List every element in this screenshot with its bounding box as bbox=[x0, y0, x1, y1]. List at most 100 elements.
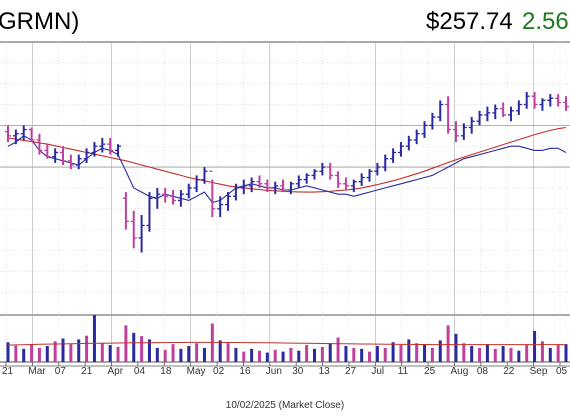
market-close-label: 10/02/2025 (Market Close) bbox=[225, 400, 345, 411]
volume-bar bbox=[234, 347, 238, 362]
volume-bar bbox=[540, 341, 544, 362]
volume-bar bbox=[493, 348, 497, 362]
volume-bar bbox=[564, 344, 568, 362]
volume-bar bbox=[328, 343, 332, 362]
volume-bar bbox=[195, 343, 199, 362]
volume-bar bbox=[430, 347, 434, 362]
volume-bar bbox=[525, 345, 529, 362]
volume-bar bbox=[360, 348, 364, 362]
volume-bar bbox=[281, 351, 285, 362]
volume-bar bbox=[116, 346, 120, 362]
x-tick-label: 04 bbox=[134, 366, 146, 377]
volume-bar bbox=[305, 345, 309, 362]
stock-chart: 21 Mar 07 21 Apr 04 18 May 02 16 Jun 30 13 27 Jul 11 25 A… bbox=[0, 41, 570, 377]
x-tick-label: 05 bbox=[556, 366, 568, 377]
x-tick-label: 30 bbox=[292, 366, 304, 377]
volume-bar bbox=[250, 348, 254, 362]
volume-bar bbox=[470, 346, 474, 362]
x-tick-label: May bbox=[187, 366, 206, 377]
volume-bar bbox=[454, 333, 458, 362]
x-tick-label: 02 bbox=[213, 366, 225, 377]
x-tick-label: 21 bbox=[2, 366, 14, 377]
volume-bar bbox=[85, 335, 89, 362]
volume-bar bbox=[147, 339, 151, 362]
volume-bar bbox=[124, 325, 128, 362]
volume-bar bbox=[517, 350, 521, 362]
volume-bar bbox=[163, 349, 167, 362]
volume-bar bbox=[45, 346, 49, 362]
volume-bar bbox=[265, 352, 269, 362]
volume-bar bbox=[218, 340, 222, 362]
volume-bar bbox=[14, 345, 18, 362]
volume-bar bbox=[132, 332, 136, 362]
volume-bar bbox=[100, 343, 104, 362]
volume-bar bbox=[37, 347, 41, 362]
x-tick-label: 16 bbox=[239, 366, 251, 377]
volume-bar bbox=[391, 342, 395, 362]
volume-bar bbox=[352, 347, 356, 362]
x-tick-label: 22 bbox=[503, 366, 515, 377]
volume-bar bbox=[92, 315, 96, 362]
relative-strength-line bbox=[7, 135, 567, 204]
volume-bar bbox=[226, 343, 230, 362]
volume-bar bbox=[202, 347, 206, 362]
volume-bar bbox=[297, 350, 301, 362]
last-price: $257.74 bbox=[426, 8, 513, 35]
volume-bar bbox=[187, 346, 191, 362]
volume-bar bbox=[171, 344, 175, 362]
x-tick-label: 18 bbox=[160, 366, 172, 377]
volume-bar bbox=[30, 344, 34, 362]
volume-bar bbox=[462, 343, 466, 362]
volume-bar bbox=[320, 346, 324, 362]
volume-bar bbox=[61, 338, 65, 362]
x-tick-label: Aug bbox=[450, 366, 468, 377]
x-tick-label: 08 bbox=[477, 366, 489, 377]
volume-bar bbox=[77, 339, 81, 362]
volume-bar bbox=[313, 348, 317, 362]
x-tick-label: Jul bbox=[371, 366, 384, 377]
x-tick-label: 25 bbox=[424, 366, 436, 377]
volume-bar bbox=[22, 348, 26, 362]
volume-bar bbox=[53, 341, 57, 362]
volume-bar bbox=[368, 351, 372, 362]
volume-bar bbox=[423, 344, 427, 362]
volume-bar bbox=[407, 339, 411, 362]
x-tick-label: Apr bbox=[108, 366, 124, 377]
ticker-symbol: GRMN) bbox=[0, 8, 80, 35]
price-change: 2.56 bbox=[522, 8, 569, 35]
volume-average-line bbox=[7, 341, 566, 346]
volume-bar bbox=[108, 345, 112, 362]
volume-bar bbox=[6, 342, 10, 362]
volume-bar bbox=[140, 336, 144, 362]
volume-bar bbox=[344, 346, 348, 362]
volume-bar bbox=[383, 347, 387, 362]
volume-bar bbox=[289, 347, 293, 362]
volume-bar bbox=[179, 348, 183, 362]
x-tick-label: 27 bbox=[345, 366, 357, 377]
volume-bar bbox=[501, 346, 505, 362]
x-tick-label: 13 bbox=[319, 366, 331, 377]
volume-bar bbox=[548, 347, 552, 362]
volume-bar bbox=[273, 349, 277, 362]
volume-bar bbox=[478, 347, 482, 362]
moving-average-line bbox=[7, 126, 567, 193]
x-tick-label: Sep bbox=[530, 366, 548, 377]
x-tick-label: 11 bbox=[398, 366, 409, 377]
volume-bar bbox=[556, 345, 560, 362]
volume-bar bbox=[399, 345, 403, 362]
volume-bar bbox=[375, 346, 379, 362]
volume-bar bbox=[69, 344, 73, 362]
volume-bar bbox=[533, 330, 537, 362]
volume-bar bbox=[438, 340, 442, 362]
volume-bar bbox=[415, 343, 419, 362]
x-tick-label: Mar bbox=[28, 366, 46, 377]
x-tick-label: 07 bbox=[55, 366, 67, 377]
volume-bar bbox=[446, 325, 450, 362]
volume-bar bbox=[336, 337, 340, 362]
x-tick-label: Jun bbox=[266, 366, 282, 377]
quote-header: GRMN) $257.74 2.56 bbox=[0, 0, 570, 40]
x-tick-label: 21 bbox=[81, 366, 93, 377]
volume-bar bbox=[155, 347, 159, 362]
volume-bar bbox=[242, 351, 246, 362]
volume-bar bbox=[485, 344, 489, 362]
